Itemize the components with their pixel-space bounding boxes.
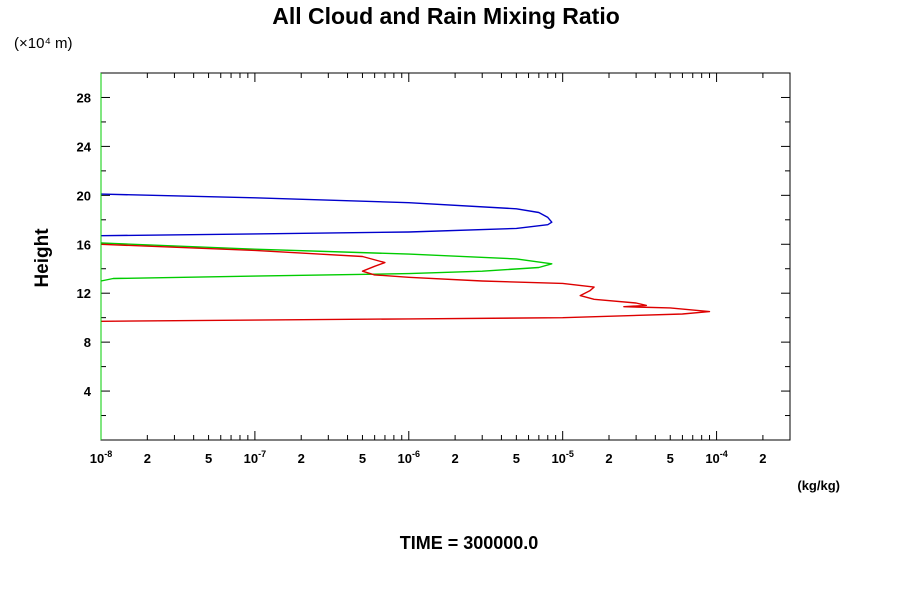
x-tick-label-major: 10-7 — [244, 449, 266, 466]
x-tick-label-minor: 2 — [759, 451, 766, 466]
chart-title: All Cloud and Rain Mixing Ratio — [272, 3, 620, 29]
x-tick-label-minor: 2 — [144, 451, 151, 466]
x-tick-label-minor: 5 — [667, 451, 674, 466]
x-tick-label-minor: 5 — [205, 451, 212, 466]
y-tick-label: 28 — [77, 90, 91, 105]
x-tick-label-major: 10-6 — [398, 449, 420, 466]
time-footer: TIME = 300000.0 — [400, 533, 539, 553]
series-line-3 — [100, 243, 711, 322]
y-tick-label: 24 — [77, 139, 92, 154]
x-axis-unit: (kg/kg) — [797, 478, 840, 493]
y-axis-scale-note: (×10⁴ m) — [14, 35, 73, 52]
axis-ticks — [100, 73, 791, 440]
series-lines — [100, 73, 711, 440]
y-tick-label: 4 — [84, 384, 92, 399]
x-tick-label-major: 10-5 — [551, 449, 573, 466]
y-tick-label: 16 — [77, 237, 91, 252]
series-line-2 — [100, 242, 553, 282]
x-tick-label-major: 10-8 — [90, 449, 112, 466]
x-tick-label-major: 10-4 — [705, 449, 727, 466]
y-tick-label: 8 — [84, 335, 91, 350]
y-axis-label: Height — [32, 228, 53, 288]
x-tick-label-minor: 5 — [359, 451, 366, 466]
x-tick-label-minor: 2 — [451, 451, 458, 466]
y-tick-labels: 4 8 12 16 20 24 28 — [77, 90, 92, 399]
plot-frame — [100, 72, 791, 441]
y-tick-label: 20 — [77, 188, 91, 203]
x-tick-label-minor: 5 — [513, 451, 520, 466]
x-tick-label-minor: 2 — [298, 451, 305, 466]
series-line-1 — [100, 193, 553, 237]
x-tick-labels: 10-8 10-7 10-6 10-5 10-4 2 5 2 5 2 5 2 5 2 — [90, 449, 767, 466]
y-tick-label: 12 — [77, 286, 91, 301]
x-tick-label-minor: 2 — [605, 451, 612, 466]
